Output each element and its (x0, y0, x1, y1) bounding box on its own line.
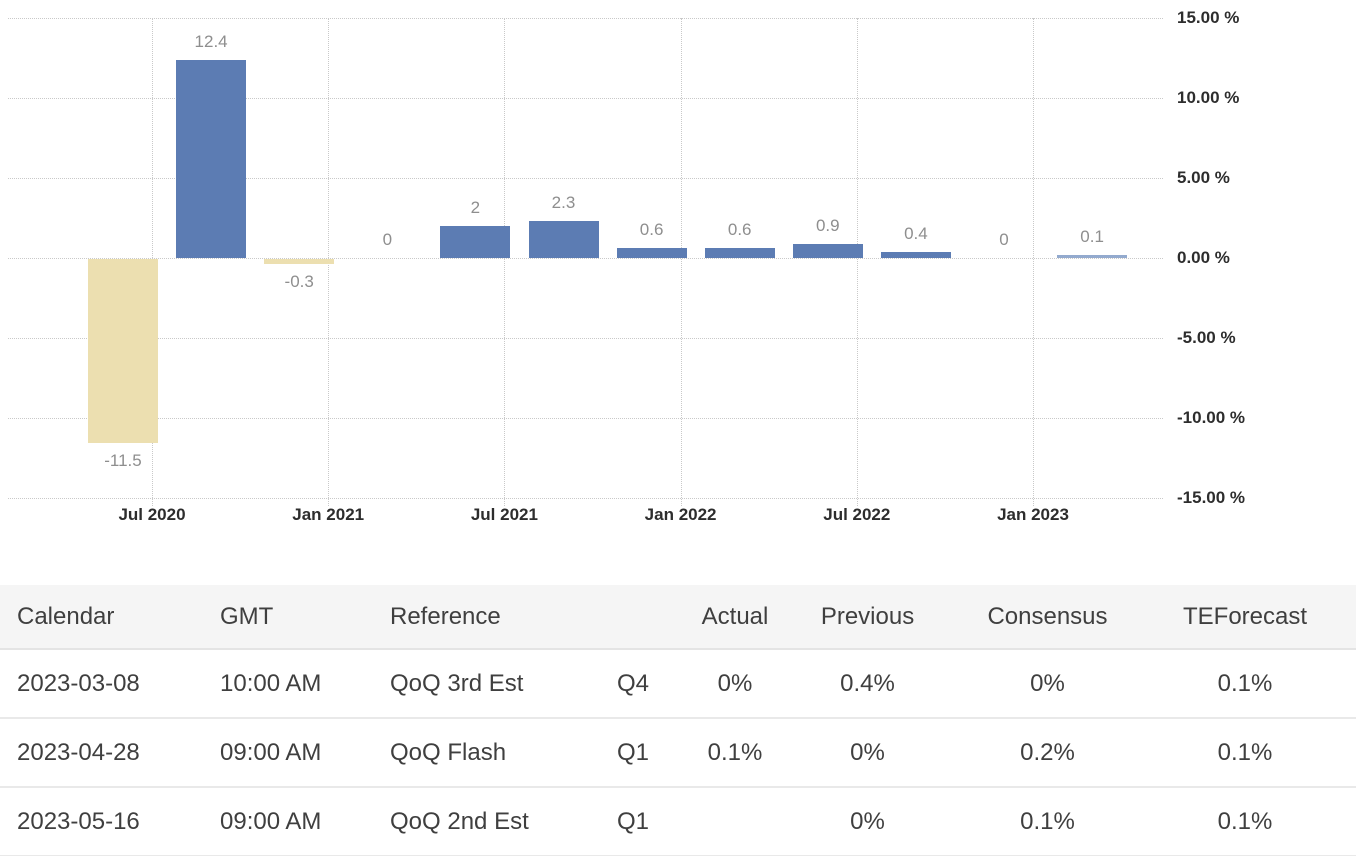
h-gridline (8, 98, 1163, 99)
header-cell-actual: Actual (701, 602, 769, 630)
header-cell-calendar: Calendar (17, 602, 115, 630)
y-axis-tick-label: 0.00 % (1177, 248, 1230, 267)
x-axis-tick-label: Jul 2021 (470, 505, 538, 524)
table-row: 2023-04-28 09:00 AM QoQ Flash Q1 0.1% 0% 0.2% 0… (0, 719, 1356, 788)
h-gridline (8, 498, 1163, 499)
y-axis-tick-label: -10.00 % (1177, 408, 1246, 427)
table-row: 2023-03-08 10:00 AM QoQ 3rd Est Q4 0% 0.4% 0% 0… (0, 650, 1356, 719)
bar-q3-2022[interactable] (880, 252, 951, 258)
x-axis-tick-label: Jul 2020 (118, 505, 186, 524)
cell-calendar: 2023-05-16 (17, 807, 140, 835)
cell-previous: 0% (850, 807, 885, 835)
bar-q4-2020[interactable] (264, 259, 335, 264)
cell-teforecast: 0.1% (1217, 807, 1273, 835)
bar-q4-2021[interactable] (616, 248, 687, 258)
cell-reference: QoQ 3rd Est (390, 669, 524, 697)
h-gridline (8, 258, 1163, 259)
v-gridline (680, 18, 682, 506)
cell-previous: 0% (850, 738, 885, 766)
x-axis-tick-label: Jul 2022 (823, 505, 891, 524)
header-cell-gmt: GMT (220, 602, 274, 630)
y-axis-tick-label: 10.00 % (1177, 88, 1240, 107)
v-gridline (856, 18, 858, 506)
v-gridline (504, 18, 506, 506)
cell-actual: 0% (717, 669, 753, 697)
h-gridline (8, 338, 1163, 339)
cell-quarter: Q4 (617, 669, 650, 697)
cell-quarter: Q1 (617, 807, 650, 835)
cell-reference: QoQ 2nd Est (390, 807, 529, 835)
cell-consensus: 0.1% (1020, 807, 1075, 835)
calendar-table: Calendar GMT Reference Actual Previous Consen… (0, 585, 1356, 856)
bar-q2-2020[interactable] (88, 259, 158, 443)
bar-q1-2023[interactable] (1057, 255, 1128, 258)
y-axis-tick-label: 15.00 % (1177, 8, 1240, 27)
bar-value-label: -11.5 (104, 451, 142, 470)
bar-value-label: 2.3 (551, 193, 576, 212)
h-gridline (8, 418, 1163, 419)
header-cell-reference: Reference (390, 602, 501, 630)
bar-q3-2021[interactable] (528, 221, 599, 258)
bar-value-label: 0.1 (1080, 227, 1104, 246)
cell-calendar: 2023-03-08 (17, 669, 140, 697)
x-axis-tick-label: Jan 2021 (292, 505, 365, 524)
bar-value-label: 0.6 (727, 220, 752, 239)
bar-value-label: 0 (999, 230, 1009, 249)
bar-value-label: 0 (382, 230, 393, 249)
h-gridline (8, 18, 1163, 19)
bar-q3-2020[interactable] (176, 60, 247, 258)
table-row: 2023-05-16 09:00 AM QoQ 2nd Est Q1 0% 0.1% 0.1… (0, 788, 1356, 856)
gdp-growth-bar-chart: 15.00 % 10.00 % 5.00 % 0.00 % -5.00 % -10.00 … (8, 8, 1246, 524)
bar-q1-2022[interactable] (704, 248, 775, 258)
h-gridline (8, 178, 1163, 179)
bar-value-label: 2 (470, 198, 481, 217)
cell-reference: QoQ Flash (390, 738, 507, 766)
cell-actual: 0.1% (707, 738, 763, 766)
cell-teforecast: 0.1% (1217, 738, 1273, 766)
cell-gmt: 10:00 AM (220, 669, 322, 697)
y-axis-tick-label: -15.00 % (1177, 488, 1246, 507)
bar-value-label: 0.9 (815, 216, 840, 235)
header-cell-previous: Previous (820, 602, 915, 630)
cell-teforecast: 0.1% (1217, 669, 1273, 697)
bar-value-label: 0.6 (639, 220, 664, 239)
y-axis-tick-label: -5.00 % (1177, 328, 1236, 347)
cell-gmt: 09:00 AM (220, 807, 322, 835)
header-cell-teforecast: TEForecast (1182, 602, 1308, 630)
cell-calendar: 2023-04-28 (17, 738, 140, 766)
bar-value-label: -0.3 (284, 272, 314, 291)
cell-gmt: 09:00 AM (220, 738, 322, 766)
x-axis-tick-label: Jan 2022 (644, 505, 717, 524)
cell-consensus: 0.2% (1020, 738, 1075, 766)
bar-q2-2022[interactable] (792, 244, 863, 258)
bar-value-label: 12.4 (194, 32, 228, 51)
bar-q2-2021[interactable] (440, 226, 511, 258)
x-axis-tick-label: Jan 2023 (997, 505, 1069, 524)
cell-quarter: Q1 (617, 738, 650, 766)
bar-value-label: 0.4 (904, 224, 928, 243)
table-header-row: Calendar GMT Reference Actual Previous Consen… (0, 585, 1356, 650)
header-cell-consensus: Consensus (987, 602, 1108, 630)
y-axis-tick-label: 5.00 % (1177, 168, 1230, 187)
v-gridline (1033, 18, 1034, 506)
cell-previous: 0.4% (840, 669, 895, 697)
cell-consensus: 0% (1030, 669, 1065, 697)
